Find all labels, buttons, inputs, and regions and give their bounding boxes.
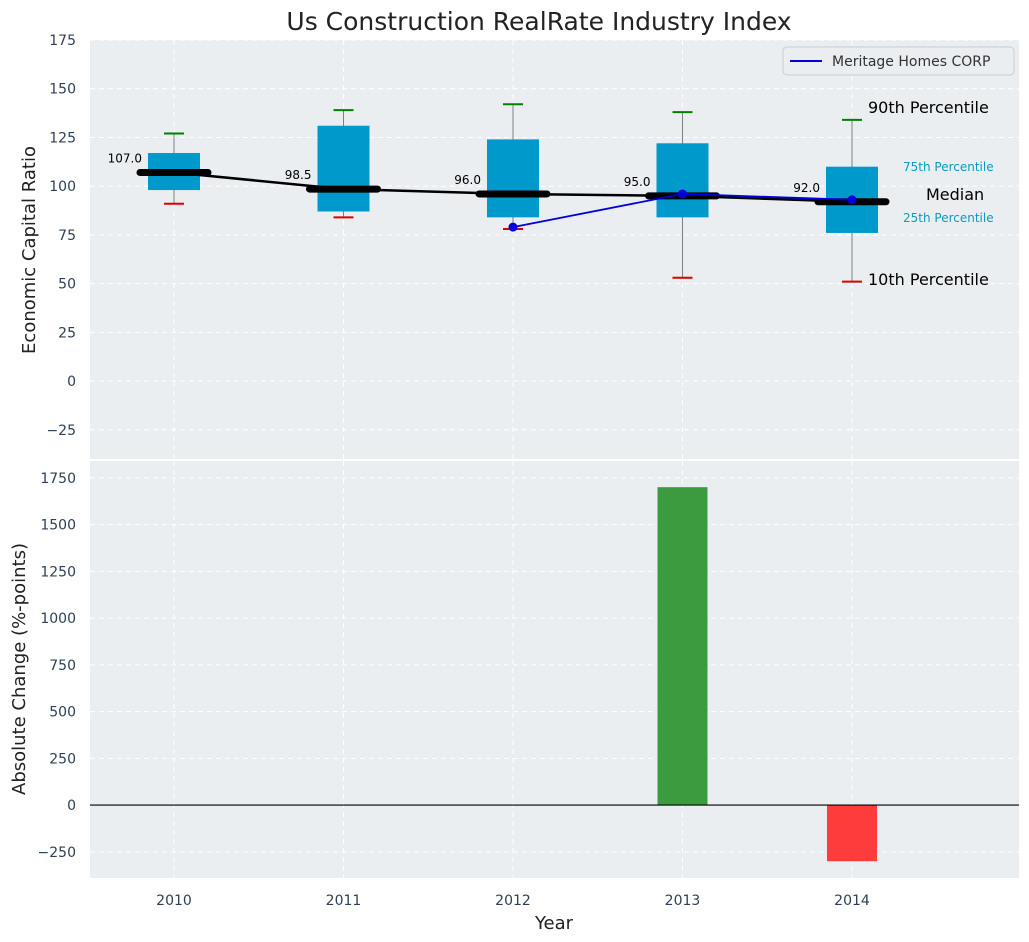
annotation-median: Median xyxy=(926,185,984,204)
iqr-box xyxy=(656,143,709,218)
top-y-tick-label: 75 xyxy=(58,228,76,244)
x-tick-label: 2012 xyxy=(495,893,531,909)
x-tick-label: 2014 xyxy=(834,893,870,909)
median-value-label: 95.0 xyxy=(624,175,651,189)
bottom-y-tick-label: 750 xyxy=(49,658,76,674)
legend-entry-label: Meritage Homes CORP xyxy=(832,54,990,70)
top-y-tick-label: 25 xyxy=(58,325,76,341)
chart-title: Us Construction RealRate Industry Index xyxy=(286,7,791,36)
annotation-90th-percentile: 90th Percentile xyxy=(868,98,989,117)
bottom-y-tick-label: 1000 xyxy=(40,611,76,627)
annotation-25th-percentile: 25th Percentile xyxy=(903,211,994,225)
median-value-label: 107.0 xyxy=(108,152,142,166)
top-y-tick-label: 100 xyxy=(49,179,76,195)
iqr-box xyxy=(317,125,370,212)
median-value-label: 92.0 xyxy=(793,181,820,195)
change-bar xyxy=(827,805,877,862)
iqr-box xyxy=(487,139,539,218)
x-tick-label: 2013 xyxy=(665,893,701,909)
bottom-y-tick-label: 250 xyxy=(49,751,76,767)
bottom-y-tick-label: 1500 xyxy=(40,518,76,534)
top-marks: 107.0 98.5 96.0 95.0 92.0 xyxy=(108,103,890,283)
company-series-point xyxy=(508,222,518,232)
top-y-tick-label: 125 xyxy=(49,130,76,146)
top-y-tick-label: 50 xyxy=(58,277,76,293)
bottom-y-tick-label: 1250 xyxy=(40,564,76,580)
bottom-y-tick-label: 1750 xyxy=(40,471,76,487)
top-y-axis-label: Economic Capital Ratio xyxy=(19,146,40,354)
company-series-point xyxy=(678,189,687,199)
bottom-marks xyxy=(90,487,1019,862)
axes-text: −250255075100125150175−25002505007501000… xyxy=(38,33,1019,909)
legend: Meritage Homes CORP xyxy=(782,46,1015,76)
median-value-label: 96.0 xyxy=(454,173,481,187)
x-tick-label: 2010 xyxy=(156,893,192,909)
bottom-y-tick-label: 500 xyxy=(49,705,76,721)
bottom-plot-background xyxy=(90,461,1019,878)
top-y-tick-label: 150 xyxy=(49,82,76,98)
bottom-y-tick-label: −250 xyxy=(38,845,76,861)
change-bar xyxy=(657,487,708,806)
legend-box xyxy=(782,46,1015,76)
top-plot-background xyxy=(90,40,1019,459)
top-y-tick-label: 175 xyxy=(49,33,76,49)
bottom-y-tick-label: 0 xyxy=(67,798,76,814)
top-y-tick-label: 0 xyxy=(67,374,76,390)
x-tick-label: 2011 xyxy=(326,893,362,909)
top-y-tick-label: −25 xyxy=(46,423,76,439)
median-value-label: 98.5 xyxy=(285,168,312,182)
bottom-y-axis-label: Absolute Change (%-points) xyxy=(9,543,30,795)
x-axis-label: Year xyxy=(534,913,574,934)
company-series-point xyxy=(847,195,857,205)
annotation-10th-percentile: 10th Percentile xyxy=(868,270,989,289)
annotation-75th-percentile: 75th Percentile xyxy=(903,160,994,174)
